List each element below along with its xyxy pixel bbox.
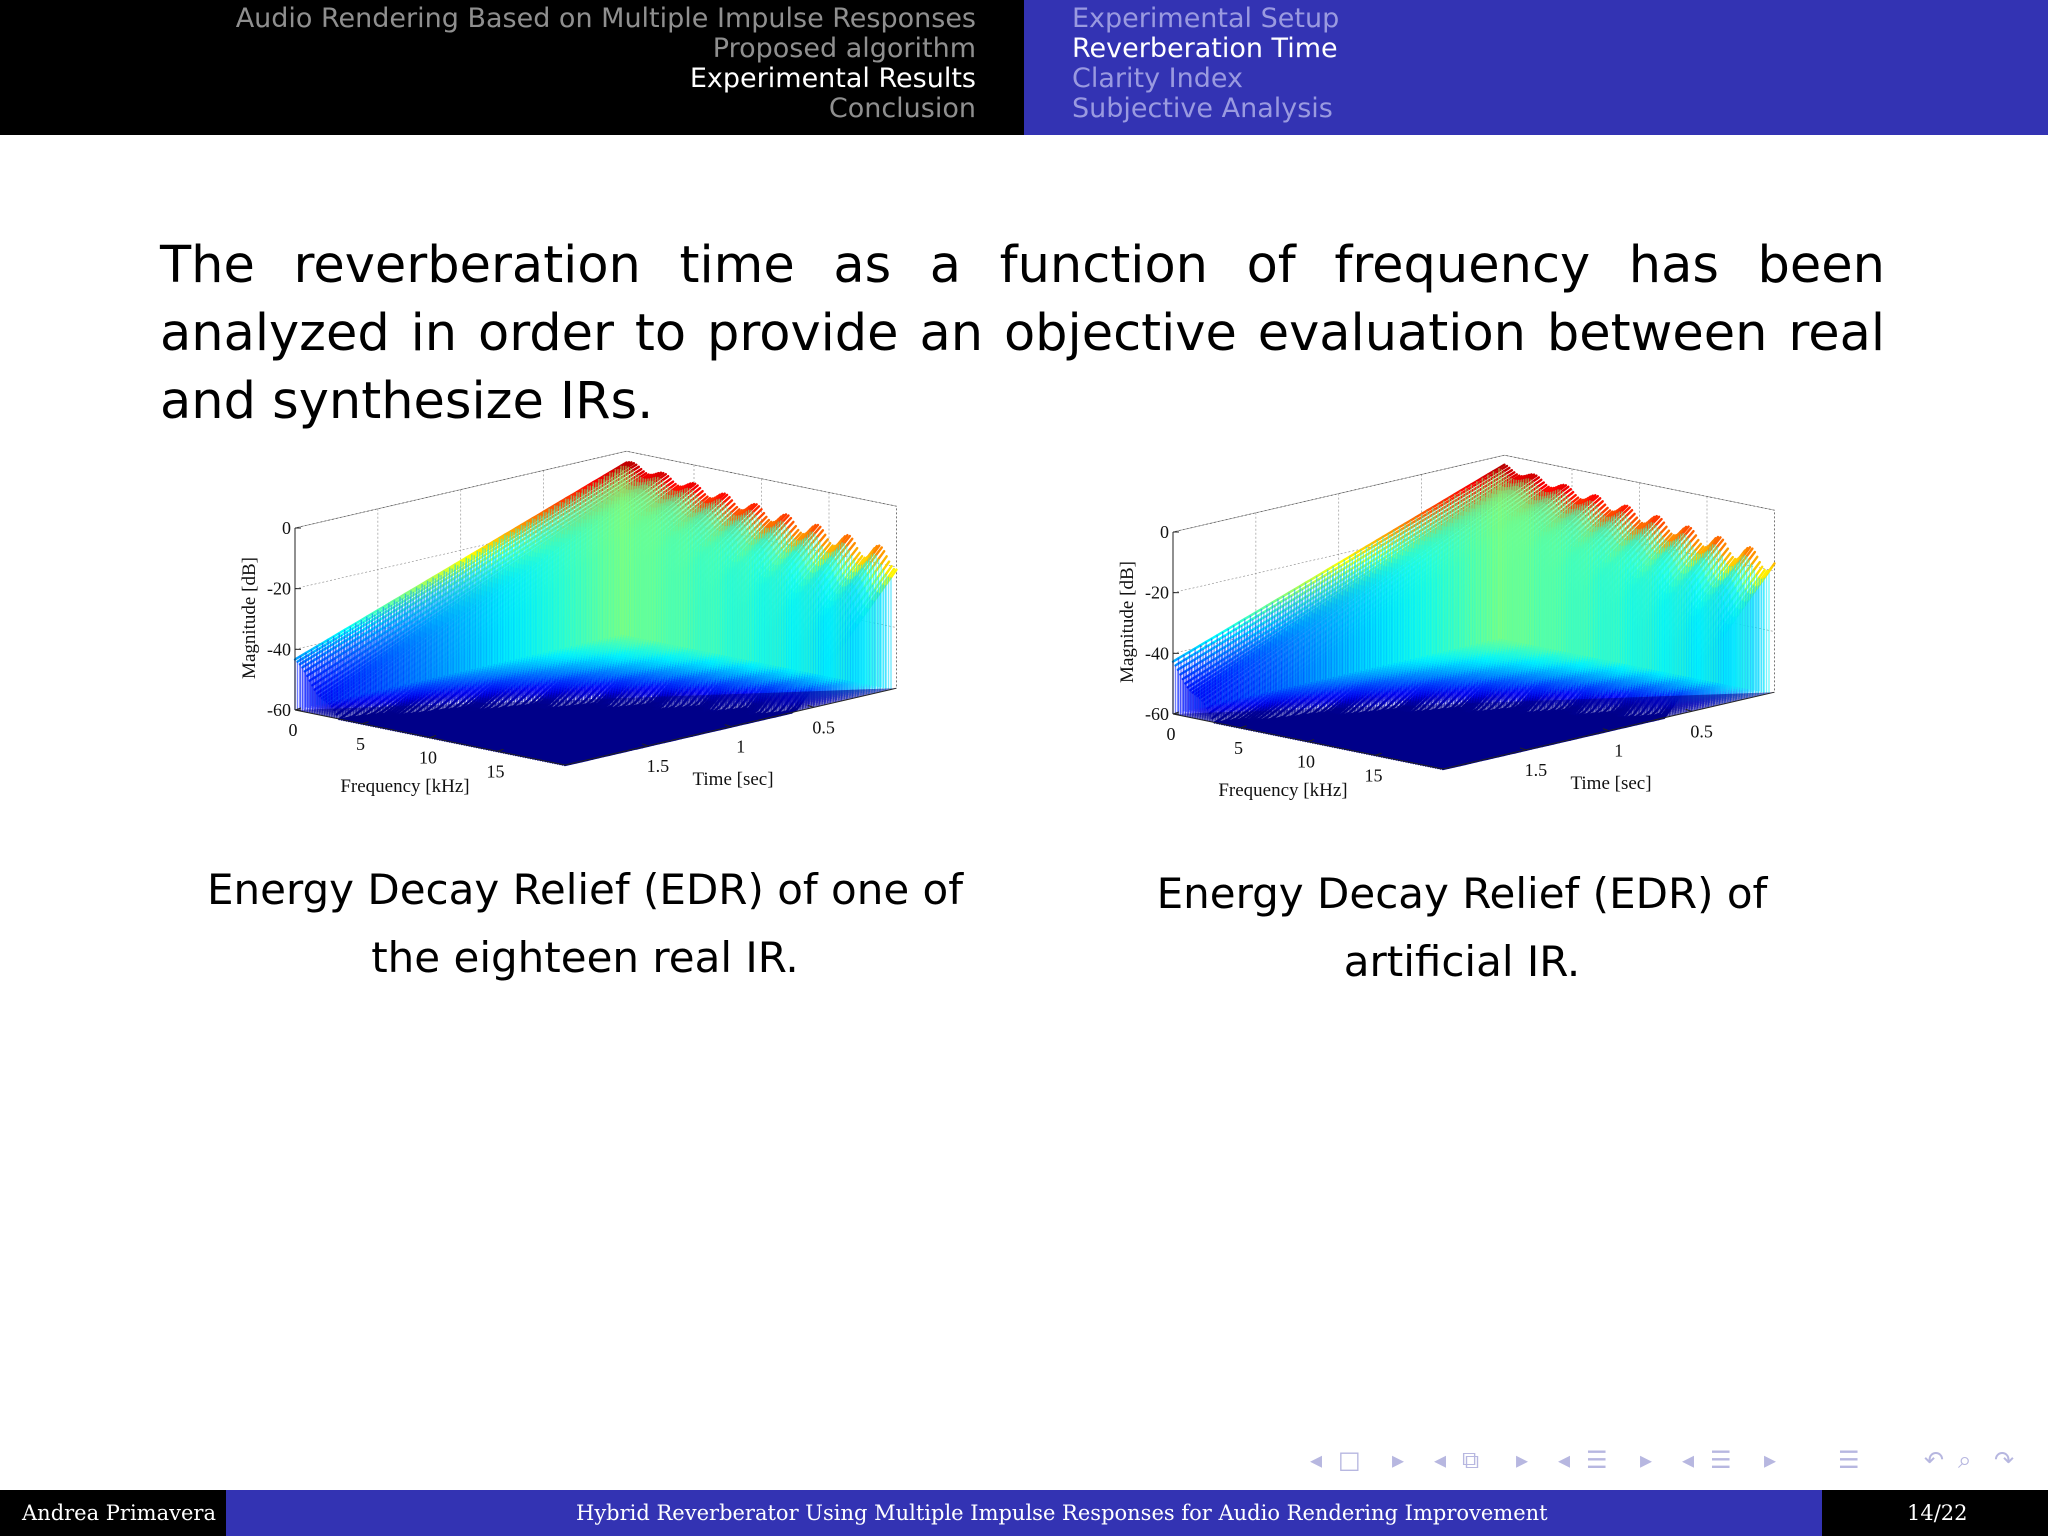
edr-plot-real: 0 -20 -40 -60 0 5 10 15 0.5 1 1.5 Frequency [kHz] Ti… xyxy=(220,438,940,828)
surface-segment xyxy=(811,523,820,533)
surface-segment xyxy=(875,546,883,557)
grid-line xyxy=(294,450,897,529)
surface-segment xyxy=(850,546,859,557)
section-link[interactable]: Conclusion xyxy=(829,94,976,124)
surface-segment xyxy=(855,554,864,565)
surface-segment xyxy=(816,529,825,539)
surface-segment xyxy=(828,544,837,554)
surface-segment xyxy=(857,556,866,567)
surface-segment xyxy=(823,541,832,552)
surface-segment xyxy=(821,538,829,548)
surface-segment xyxy=(889,568,898,579)
intro-paragraph: The reverberation time as a function of … xyxy=(160,232,1885,436)
surface-segment xyxy=(796,532,805,542)
surface-segment xyxy=(860,556,869,566)
surface-segment xyxy=(882,560,891,571)
surface-segment xyxy=(845,537,854,548)
surface-segment xyxy=(826,544,834,554)
surface-segment xyxy=(843,534,852,545)
subsection-link-active[interactable]: Reverberation Time xyxy=(1072,34,1338,64)
section-link[interactable]: Proposed algorithm xyxy=(713,34,976,64)
subsection-link[interactable]: Experimental Setup xyxy=(1072,4,1339,34)
surface-segment xyxy=(794,531,802,541)
surface-segment xyxy=(853,551,861,562)
surface-segment xyxy=(880,555,888,566)
subsection-link[interactable]: Subjective Analysis xyxy=(1072,94,1333,124)
surface xyxy=(293,461,898,767)
subsection-navigation: Experimental Setup Reverberation Time Cl… xyxy=(1024,0,2048,135)
subsection-link[interactable]: Clarity Index xyxy=(1072,64,1243,94)
surface-segment xyxy=(877,549,886,560)
section-link-active[interactable]: Experimental Results xyxy=(690,64,976,94)
surface-segment xyxy=(840,533,849,544)
section-link[interactable]: Audio Rendering Based on Multiple Impuls… xyxy=(236,4,976,34)
surface-segment xyxy=(818,533,827,543)
surface-segment xyxy=(813,525,822,535)
surface-segment xyxy=(872,544,881,555)
surface-segment xyxy=(799,532,807,542)
section-navigation: Audio Rendering Based on Multiple Impuls… xyxy=(0,0,1024,135)
surface-segment xyxy=(848,541,856,552)
surface-segment xyxy=(887,567,896,578)
surface-segment xyxy=(791,528,800,538)
surface-segment xyxy=(884,564,893,576)
slide-header: Audio Rendering Based on Multiple Impuls… xyxy=(0,0,2048,135)
